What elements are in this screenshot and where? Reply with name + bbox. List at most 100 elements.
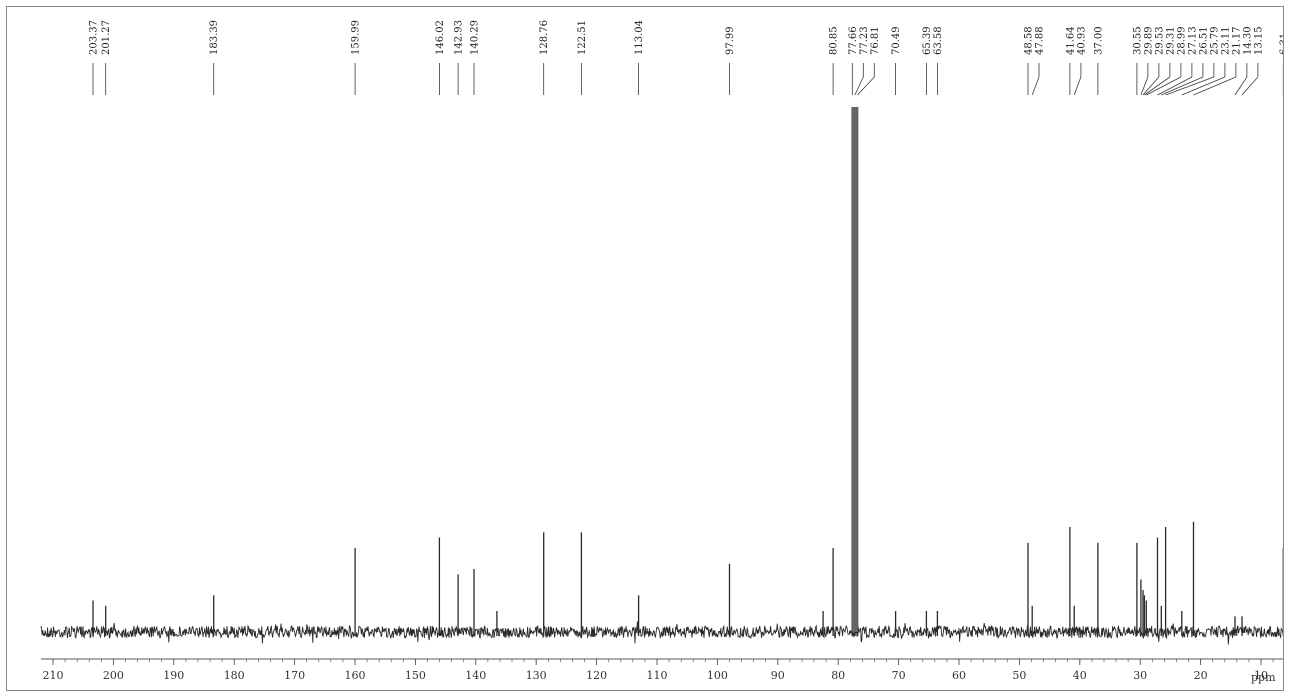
- peak-label-text: 6.31: [1279, 33, 1283, 55]
- peak-label: 128.76: [539, 20, 550, 95]
- peak-label: 113.04: [634, 20, 645, 95]
- peak-label-text: 37.00: [1093, 26, 1104, 55]
- x-axis-tick-label: 10: [1254, 669, 1268, 682]
- peak-label: 80.85: [829, 26, 840, 95]
- peak-label-leader: [1234, 76, 1248, 96]
- peak-label: 30.55: [1132, 26, 1143, 95]
- x-axis-tick-label: 180: [224, 669, 245, 682]
- x-axis-tick-label: 120: [586, 669, 607, 682]
- peak-label-text: 203.37: [89, 20, 100, 55]
- x-axis: ppm 210 200 190 180 170 160 150 140 130 120 110 100…: [41, 658, 1283, 684]
- x-axis-tick-label: 100: [707, 669, 728, 682]
- peak-label-text: 23.11: [1220, 26, 1231, 55]
- peak-label-text: 159.99: [351, 20, 362, 55]
- x-axis-tick-label: 40: [1073, 669, 1087, 682]
- peak-label-text: 65.39: [922, 26, 933, 55]
- x-axis-tick-label: 20: [1194, 669, 1208, 682]
- peak-label: 48.58: [1024, 26, 1035, 95]
- peak-label: 183.39: [209, 20, 220, 95]
- peak-label: 97.99: [725, 26, 736, 95]
- x-axis-tick-label: 70: [892, 669, 906, 682]
- peak-label-text: 146.02: [435, 20, 446, 55]
- peak-label-text: 40.93: [1076, 26, 1087, 55]
- x-axis-tick-label: 140: [465, 669, 486, 682]
- peak-label: 13.15: [1241, 26, 1264, 96]
- trace-layer: [40, 107, 1283, 645]
- peak-label: 29.31: [1144, 26, 1176, 96]
- peak-label: 140.29: [470, 20, 481, 95]
- x-axis-tick-label: 190: [163, 669, 184, 682]
- peak-label-text: 70.49: [891, 26, 902, 55]
- x-axis-tick-label: 30: [1133, 669, 1147, 682]
- peak-label: 159.99: [351, 20, 362, 95]
- x-axis-tick-label: 110: [647, 669, 668, 682]
- peak-label-text: 47.88: [1035, 26, 1046, 55]
- peak-label-leader: [1146, 76, 1182, 96]
- x-axis-tick-label: 170: [284, 669, 305, 682]
- peak-label: 47.88: [1031, 26, 1046, 96]
- peak-label: 70.49: [891, 26, 902, 95]
- x-axis-tick-label: 210: [43, 669, 64, 682]
- x-axis-tick-label: 90: [771, 669, 785, 682]
- peak-label: 146.02: [435, 20, 446, 95]
- peak-label-text: 25.79: [1209, 26, 1220, 55]
- peak-label-leader: [857, 76, 875, 96]
- peak-label-text: 97.99: [725, 26, 736, 55]
- peak-label-leader: [1144, 76, 1171, 96]
- peak-label-text: 13.15: [1253, 26, 1264, 55]
- peak-label-leader: [1140, 76, 1149, 96]
- peak-label-text: 28.99: [1176, 26, 1187, 55]
- peak-label: 40.93: [1073, 26, 1087, 96]
- peak-label-text: 113.04: [634, 20, 645, 55]
- spectrum-frame: 203.37 201.27 183.39 159.99 146.02 142.93 140.…: [6, 6, 1284, 691]
- peak-label-leader: [1161, 76, 1204, 96]
- peak-label-text: 26.51: [1198, 26, 1209, 55]
- peak-label: 77.23: [854, 26, 870, 96]
- solvent-peak-band: [851, 107, 858, 632]
- x-axis-tick-label: 160: [345, 669, 366, 682]
- nmr-spectrum-chart: 203.37 201.27 183.39 159.99 146.02 142.93 140.…: [40, 20, 1283, 684]
- peak-label-text: 140.29: [470, 20, 481, 55]
- peak-label: 26.51: [1161, 26, 1209, 96]
- peak-label-text: 63.58: [933, 26, 944, 55]
- x-axis-tick-label: 130: [526, 669, 547, 682]
- x-axis-tick-label: 60: [952, 669, 966, 682]
- peak-label-leader: [1165, 76, 1215, 96]
- peak-label: 65.39: [922, 26, 933, 95]
- peak-label-text: 80.85: [829, 26, 840, 55]
- peak-label: 25.79: [1165, 26, 1220, 96]
- x-axis-tick-label: 80: [831, 669, 845, 682]
- peak-label: 122.51: [577, 20, 588, 95]
- peak-label-text: 27.13: [1187, 26, 1198, 55]
- peak-label: 41.64: [1065, 26, 1076, 95]
- peak-label-text: 122.51: [577, 20, 588, 55]
- peak-label: 28.99: [1146, 26, 1187, 96]
- peak-label-text: 30.55: [1132, 26, 1143, 55]
- peak-label-text: 29.53: [1154, 26, 1165, 55]
- peak-label: 14.30: [1234, 26, 1253, 96]
- peak-label-text: 29.31: [1165, 26, 1176, 55]
- peak-label: 63.58: [933, 26, 944, 95]
- peak-label-leader: [1142, 76, 1160, 96]
- peak-label: 203.37: [89, 20, 100, 95]
- peak-label: 6.31: [1279, 33, 1283, 95]
- peak-label-text: 142.93: [454, 20, 465, 55]
- peak-label-leader: [1193, 76, 1237, 96]
- x-axis-unit-label: ppm: [1251, 671, 1276, 684]
- peak-label: 142.93: [454, 20, 465, 95]
- peak-label: 27.13: [1157, 26, 1198, 96]
- peak-label-text: 21.17: [1231, 26, 1242, 55]
- peak-label-leader: [1031, 76, 1040, 96]
- peak-label: 37.00: [1093, 26, 1104, 95]
- peak-label-leader: [1157, 76, 1193, 96]
- peak-label-text: 14.30: [1242, 26, 1253, 55]
- peak-label-text: 76.81: [870, 26, 881, 55]
- peak-label-leader: [1073, 76, 1082, 96]
- peak-label: 29.53: [1142, 26, 1165, 96]
- peak-label-text: 128.76: [539, 20, 550, 55]
- x-axis-tick-label: 200: [103, 669, 124, 682]
- peak-label-text: 201.27: [101, 20, 112, 55]
- peak-label-leader: [1241, 76, 1259, 96]
- peak-label-leader: [854, 76, 864, 96]
- peak-label-text: 29.89: [1143, 26, 1154, 55]
